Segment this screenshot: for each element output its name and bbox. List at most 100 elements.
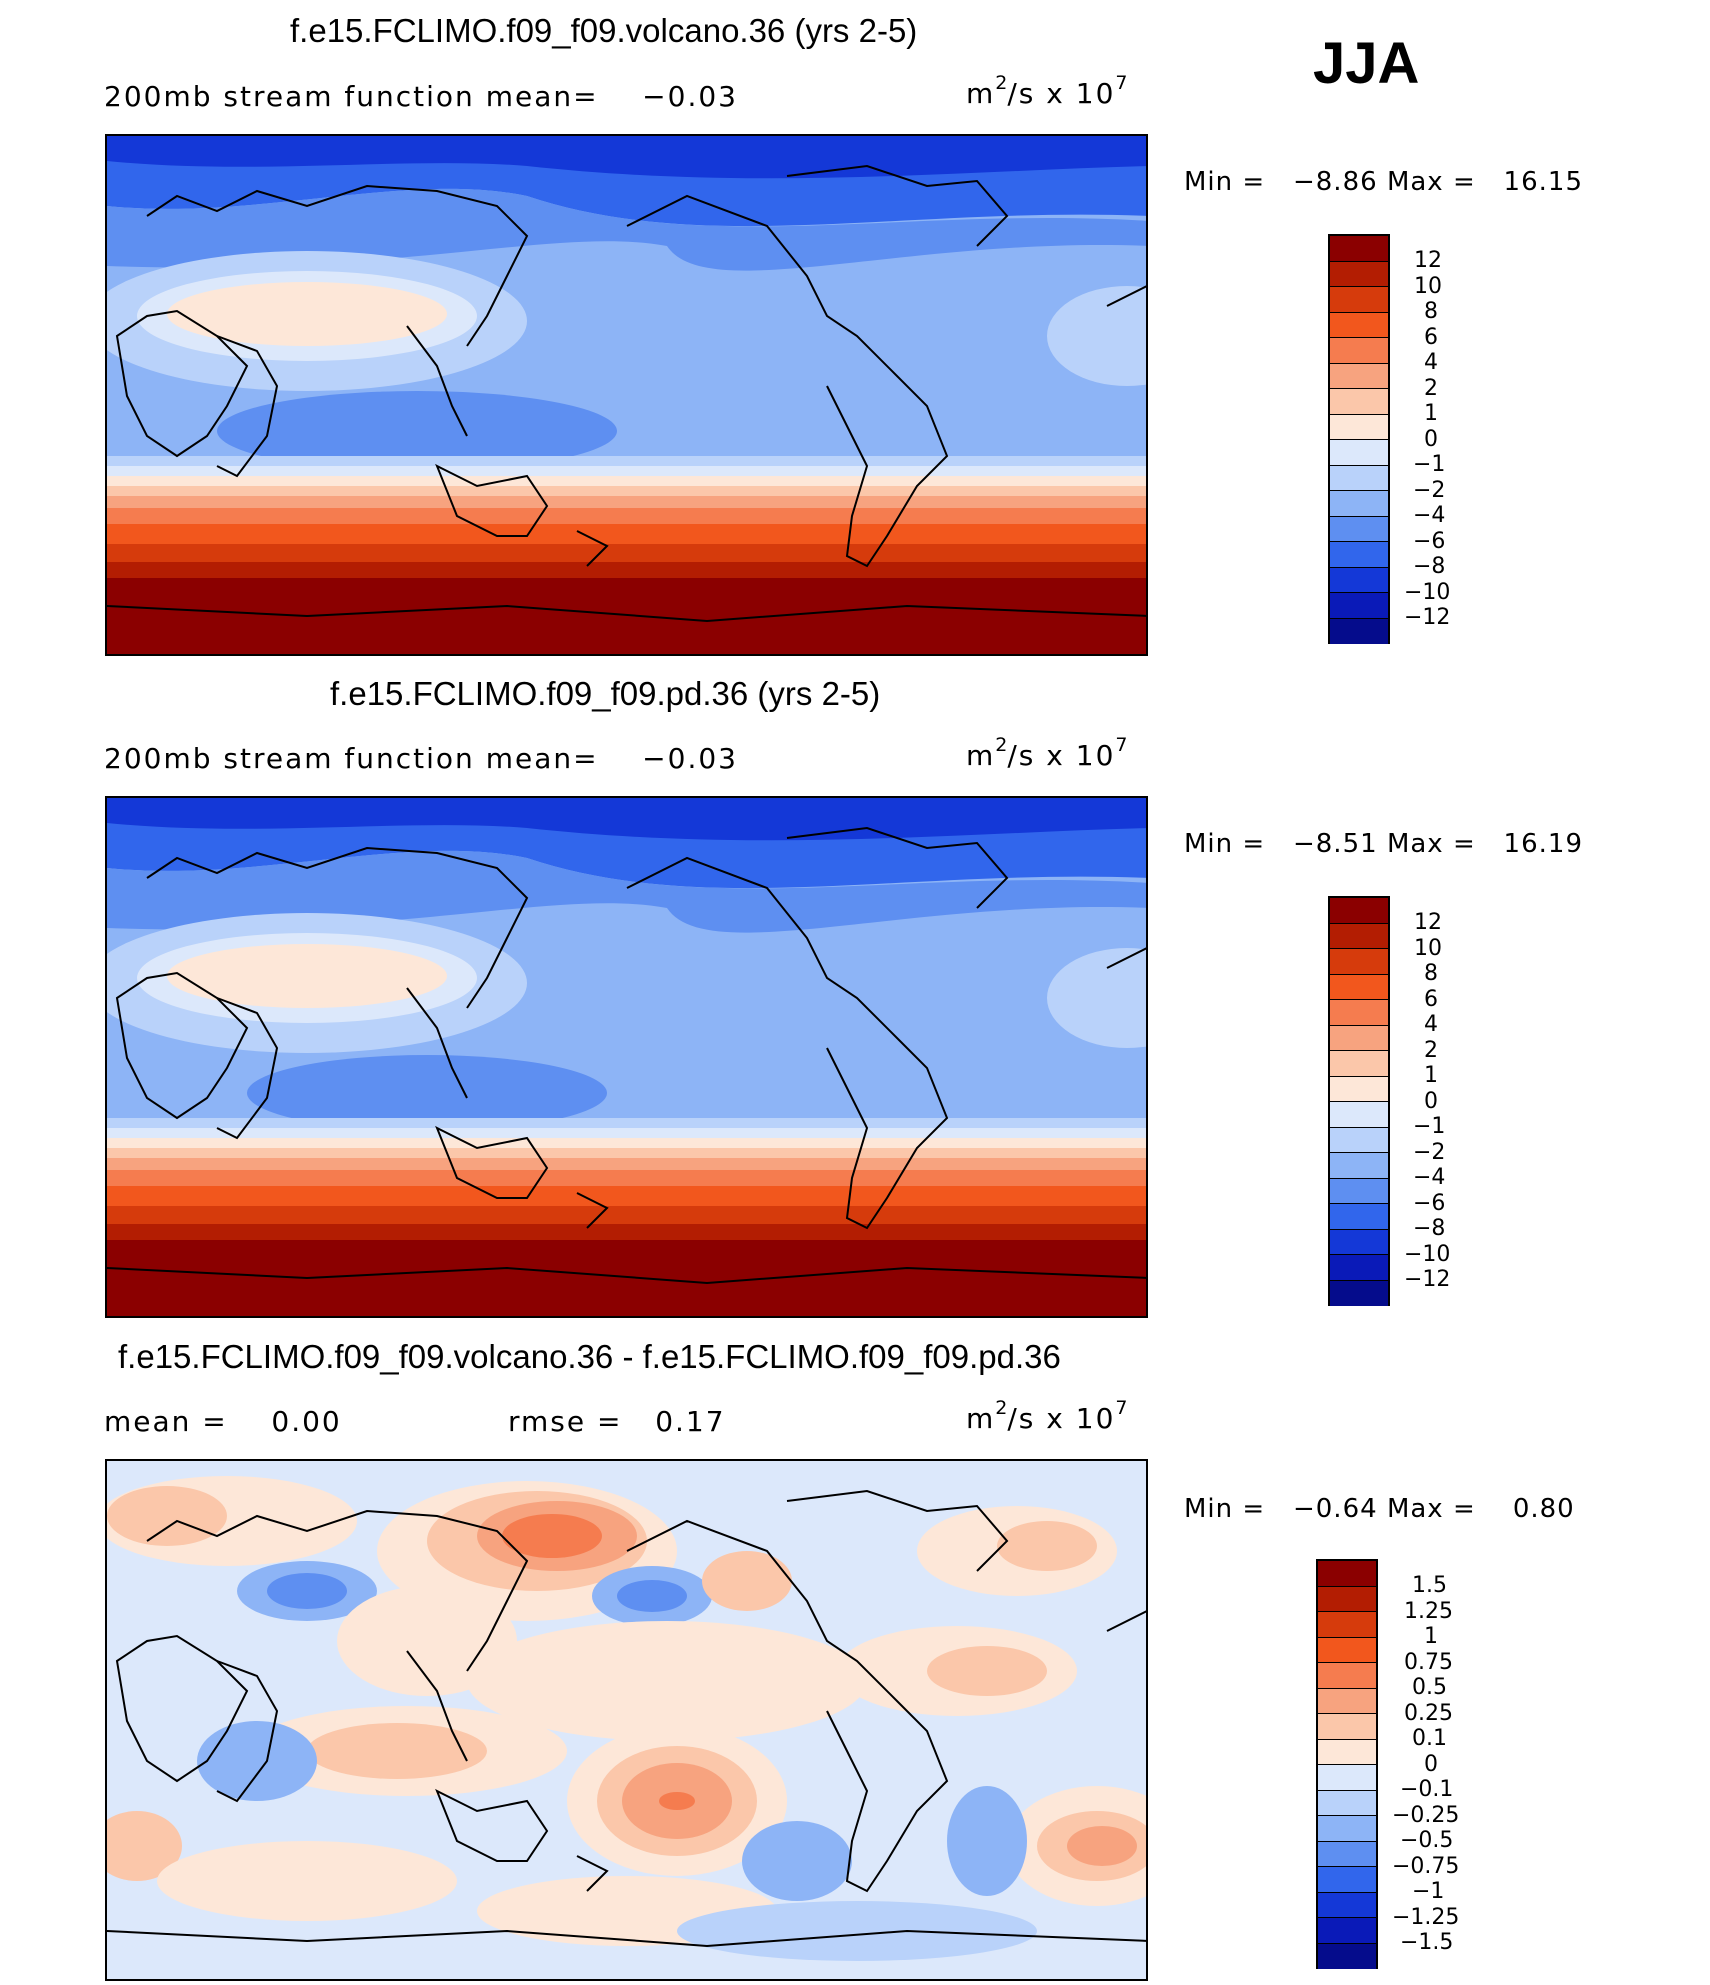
colorbar-label: 0 — [1424, 1752, 1438, 1777]
colorbar-swatch — [1330, 1076, 1388, 1102]
colorbar-label: 12 — [1414, 248, 1442, 273]
colorbar-swatch — [1318, 1892, 1376, 1918]
field-band — [107, 1811, 182, 1881]
colorbar-swatch — [1330, 974, 1388, 1000]
stream-function-map — [105, 796, 1148, 1318]
field-band — [702, 1551, 792, 1611]
field-band — [107, 188, 1146, 271]
field-band — [107, 136, 1146, 179]
colorbar-label: −6 — [1413, 1191, 1446, 1216]
colorbar-swatch — [1330, 593, 1388, 619]
colorbar-swatch — [1318, 1663, 1376, 1689]
colorbar-swatch — [1330, 949, 1388, 975]
colorbar-swatch — [1330, 923, 1388, 949]
colorbar-label: −10 — [1404, 1242, 1451, 1267]
colorbar-swatch — [1318, 1816, 1376, 1842]
units-label: m2/s x 107 — [966, 72, 1128, 110]
mean-value: 0.00 — [271, 1405, 342, 1438]
stream-function-map — [105, 134, 1148, 656]
colorbar-swatch — [1330, 1051, 1388, 1077]
min-value: −8.51 — [1292, 829, 1378, 859]
colorbar-label: 0.1 — [1412, 1726, 1447, 1751]
rmse-text: rmse = 0.17 — [508, 1405, 726, 1438]
colorbar-swatch — [1330, 1255, 1388, 1281]
colorbar-swatch — [1330, 1127, 1388, 1153]
colorbar-label: −1 — [1413, 1114, 1446, 1139]
field-band — [467, 1621, 867, 1741]
colorbar-swatch — [1330, 898, 1388, 924]
colorbar-label: 6 — [1424, 325, 1438, 350]
panel-title: f.e15.FCLIMO.f09_f09.volcano.36 (yrs 2-5… — [290, 12, 918, 49]
field-band — [197, 1721, 317, 1801]
colorbar-label: 8 — [1424, 299, 1438, 324]
colorbar-swatch — [1330, 516, 1388, 542]
colorbar-label: −2 — [1413, 478, 1446, 503]
colorbar-label: 0 — [1424, 427, 1438, 452]
colorbar-swatch — [1330, 1025, 1388, 1051]
mean-value: −0.03 — [642, 80, 738, 113]
field-band — [107, 476, 1146, 488]
field-band — [927, 1646, 1047, 1696]
field-band — [107, 544, 1146, 564]
min-value: −8.86 — [1292, 167, 1378, 197]
panel-title: f.e15.FCLIMO.f09_f09.volcano.36 - f.e15.… — [118, 1338, 1061, 1375]
colorbar-swatch — [1330, 542, 1388, 568]
colorbar-label: −0.75 — [1392, 1854, 1460, 1879]
colorbar-swatch — [1318, 1637, 1376, 1663]
field-band — [107, 1148, 1146, 1160]
mean-value: −0.03 — [642, 742, 738, 775]
colorbar-label: 10 — [1414, 274, 1442, 299]
subtitle-label: 200mb stream function mean= — [104, 80, 599, 113]
colorbar-swatch — [1318, 1867, 1376, 1893]
colorbar-swatch — [1330, 1229, 1388, 1255]
colorbar-label: −1 — [1413, 452, 1446, 477]
coastlines — [107, 164, 1146, 623]
colorbar-label: −8 — [1413, 1216, 1446, 1241]
field-band — [617, 1580, 687, 1612]
field-band — [107, 1138, 1146, 1150]
field-band — [107, 578, 1146, 654]
colorbar-label: 8 — [1424, 961, 1438, 986]
field-band — [107, 524, 1146, 546]
field-band — [1067, 1826, 1137, 1866]
min-max: Min = −8.86 Max = 16.15 — [1184, 167, 1583, 197]
colorbar-swatch — [1318, 1612, 1376, 1638]
colorbar-label: 1 — [1424, 1624, 1438, 1649]
colorbar — [1328, 234, 1390, 644]
colorbar-label: 0.5 — [1412, 1675, 1447, 1700]
coastlines — [107, 1489, 1146, 1948]
max-value: 0.80 — [1512, 1494, 1575, 1524]
field-band — [107, 1186, 1146, 1208]
field-band — [742, 1821, 852, 1901]
colorbar-swatch — [1330, 338, 1388, 364]
field-band — [1047, 286, 1146, 386]
colorbar-swatch — [1318, 1739, 1376, 1765]
field-band — [107, 850, 1146, 933]
field-band — [307, 1723, 487, 1779]
field-band — [157, 1841, 457, 1921]
colorbar-swatch — [1318, 1841, 1376, 1867]
field-band — [997, 1521, 1097, 1571]
units-label: m2/s x 107 — [966, 1397, 1128, 1435]
colorbar-label: −1 — [1412, 1879, 1445, 1904]
colorbar-swatch — [1330, 491, 1388, 517]
colorbar-label: 2 — [1424, 376, 1438, 401]
colorbar-swatch — [1330, 312, 1388, 338]
panel-subtitle: mean = 0.00 — [104, 1405, 342, 1438]
field-band — [107, 1158, 1146, 1172]
field-band — [1047, 948, 1146, 1048]
colorbar-swatch — [1318, 1688, 1376, 1714]
colorbar-swatch — [1330, 567, 1388, 593]
panel-title: f.e15.FCLIMO.f09_f09.pd.36 (yrs 2-5) — [330, 675, 881, 712]
field-band — [107, 486, 1146, 498]
colorbar-label: 1.25 — [1404, 1599, 1453, 1624]
colorbar-label: −0.1 — [1400, 1777, 1454, 1802]
colorbar-label: 6 — [1424, 987, 1438, 1012]
colorbar-swatch — [1318, 1943, 1376, 1969]
min-max: Min = −0.64 Max = 0.80 — [1184, 1494, 1575, 1524]
colorbar-label: 12 — [1414, 910, 1442, 935]
colorbar-label: 4 — [1424, 1012, 1438, 1037]
field-band — [167, 944, 447, 1008]
colorbar-label: 1.5 — [1412, 1573, 1447, 1598]
colorbar-label: −4 — [1413, 503, 1446, 528]
